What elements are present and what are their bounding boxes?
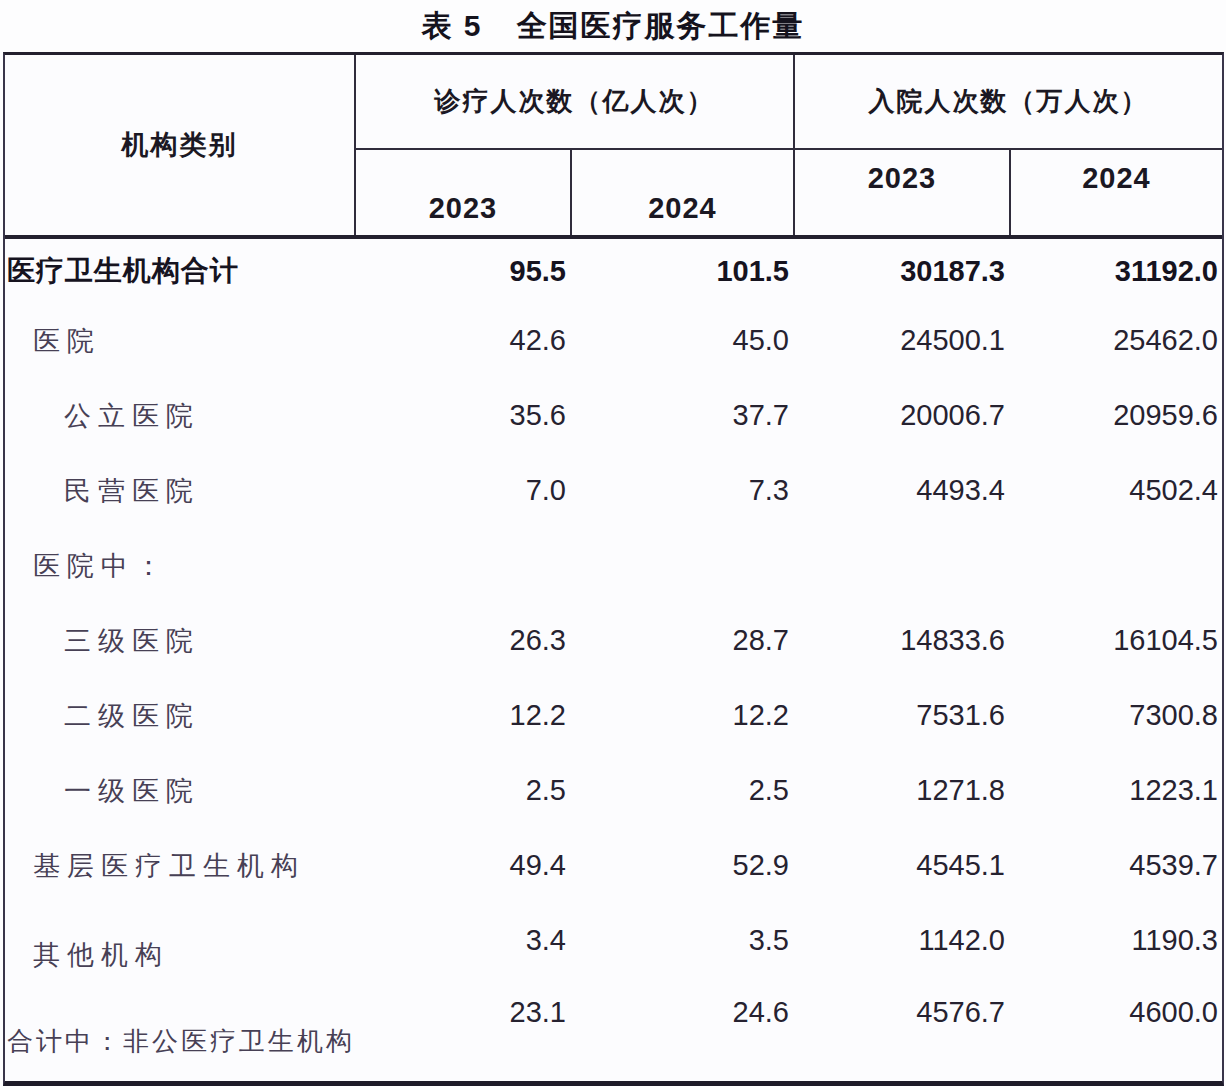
cell-value: 7.0 bbox=[356, 474, 570, 507]
cell-value: 4502.4 bbox=[1009, 474, 1222, 507]
cell-value: 24500.1 bbox=[793, 324, 1009, 357]
row-label: 二级医院 bbox=[5, 698, 356, 734]
table-title-text: 全国医疗服务工作量 bbox=[517, 6, 805, 47]
cell-value: 1271.8 bbox=[793, 774, 1009, 807]
cell-value: 3.4 bbox=[356, 924, 570, 957]
table-row-nonpublic-institutions: 合计中：非公医疗卫生机构 23.1 24.6 4576.7 4600.0 bbox=[5, 978, 1222, 1081]
table-header: 机构类别 诊疗人次数（亿人次） 入院人次数（万人次） 2023 2024 202… bbox=[5, 55, 1222, 239]
cell-value: 2.5 bbox=[570, 774, 793, 807]
medical-service-table: 机构类别 诊疗人次数（亿人次） 入院人次数（万人次） 2023 2024 202… bbox=[3, 52, 1224, 1086]
cell-value: 12.2 bbox=[570, 699, 793, 732]
header-year-outpatient-2024: 2024 bbox=[570, 150, 793, 235]
table-row-hospitals: 医院 42.6 45.0 24500.1 25462.0 bbox=[5, 303, 1222, 378]
cell-value: 12.2 bbox=[356, 699, 570, 732]
cell-value: 28.7 bbox=[570, 624, 793, 657]
cell-value: 4545.1 bbox=[793, 849, 1009, 882]
header-year-admission-2023: 2023 bbox=[793, 150, 1009, 235]
row-label: 一级医院 bbox=[5, 773, 356, 809]
row-label: 医院中： bbox=[5, 548, 356, 584]
table-row-primary-hospitals: 一级医院 2.5 2.5 1271.8 1223.1 bbox=[5, 753, 1222, 828]
cell-value: 35.6 bbox=[356, 399, 570, 432]
table-row-total: 医疗卫生机构合计 95.5 101.5 30187.3 31192.0 bbox=[5, 239, 1222, 303]
row-label: 公立医院 bbox=[5, 398, 356, 434]
cell-value: 7300.8 bbox=[1009, 699, 1222, 732]
row-label: 其他机构 bbox=[5, 937, 356, 973]
cell-value: 4539.7 bbox=[1009, 849, 1222, 882]
cell-value: 7531.6 bbox=[793, 699, 1009, 732]
cell-value: 95.5 bbox=[356, 255, 570, 288]
table-row-private-hospitals: 民营医院 7.0 7.3 4493.4 4502.4 bbox=[5, 453, 1222, 528]
table-number: 表 5 bbox=[421, 6, 482, 47]
cell-value: 1190.3 bbox=[1009, 924, 1222, 957]
cell-value: 3.5 bbox=[570, 924, 793, 957]
table-row-public-hospitals: 公立医院 35.6 37.7 20006.7 20959.6 bbox=[5, 378, 1222, 453]
header-year-outpatient-2023: 2023 bbox=[356, 150, 570, 235]
cell-value: 14833.6 bbox=[793, 624, 1009, 657]
row-label: 基层医疗卫生机构 bbox=[5, 848, 356, 884]
table-title: 表 5 全国医疗服务工作量 bbox=[0, 0, 1226, 52]
row-label: 医疗卫生机构合计 bbox=[5, 252, 356, 290]
header-group-admissions: 入院人次数（万人次） bbox=[793, 55, 1222, 150]
cell-value: 7.3 bbox=[570, 474, 793, 507]
cell-value: 49.4 bbox=[356, 849, 570, 882]
header-year-admission-2024: 2024 bbox=[1009, 150, 1222, 235]
cell-value: 2.5 bbox=[356, 774, 570, 807]
header-group-outpatient-visits: 诊疗人次数（亿人次） bbox=[356, 55, 793, 150]
table-row-secondary-hospitals: 二级医院 12.2 12.2 7531.6 7300.8 bbox=[5, 678, 1222, 753]
cell-value: 45.0 bbox=[570, 324, 793, 357]
cell-value: 1142.0 bbox=[793, 924, 1009, 957]
row-label: 民营医院 bbox=[5, 473, 356, 509]
table-row-among-hospitals: 医院中： bbox=[5, 528, 1222, 603]
cell-value: 4493.4 bbox=[793, 474, 1009, 507]
cell-value: 31192.0 bbox=[1009, 255, 1222, 288]
table-row-tertiary-hospitals: 三级医院 26.3 28.7 14833.6 16104.5 bbox=[5, 603, 1222, 678]
cell-value: 26.3 bbox=[356, 624, 570, 657]
row-label: 合计中：非公医疗卫生机构 bbox=[5, 1024, 356, 1059]
cell-value: 42.6 bbox=[356, 324, 570, 357]
table-row-grassroots-institutions: 基层医疗卫生机构 49.4 52.9 4545.1 4539.7 bbox=[5, 828, 1222, 903]
table-row-other-institutions: 其他机构 3.4 3.5 1142.0 1190.3 bbox=[5, 903, 1222, 978]
cell-value: 23.1 bbox=[356, 996, 570, 1029]
cell-value: 101.5 bbox=[570, 255, 793, 288]
cell-value: 20006.7 bbox=[793, 399, 1009, 432]
cell-value: 1223.1 bbox=[1009, 774, 1222, 807]
cell-value: 4576.7 bbox=[793, 996, 1009, 1029]
cell-value: 37.7 bbox=[570, 399, 793, 432]
cell-value: 20959.6 bbox=[1009, 399, 1222, 432]
cell-value: 4600.0 bbox=[1009, 996, 1222, 1029]
cell-value: 16104.5 bbox=[1009, 624, 1222, 657]
cell-value: 25462.0 bbox=[1009, 324, 1222, 357]
table-body: 医疗卫生机构合计 95.5 101.5 30187.3 31192.0 医院 4… bbox=[5, 239, 1222, 1081]
cell-value: 24.6 bbox=[570, 996, 793, 1029]
header-institution-category: 机构类别 bbox=[5, 55, 356, 235]
cell-value: 30187.3 bbox=[793, 255, 1009, 288]
row-label: 三级医院 bbox=[5, 623, 356, 659]
cell-value: 52.9 bbox=[570, 849, 793, 882]
row-label: 医院 bbox=[5, 323, 356, 359]
